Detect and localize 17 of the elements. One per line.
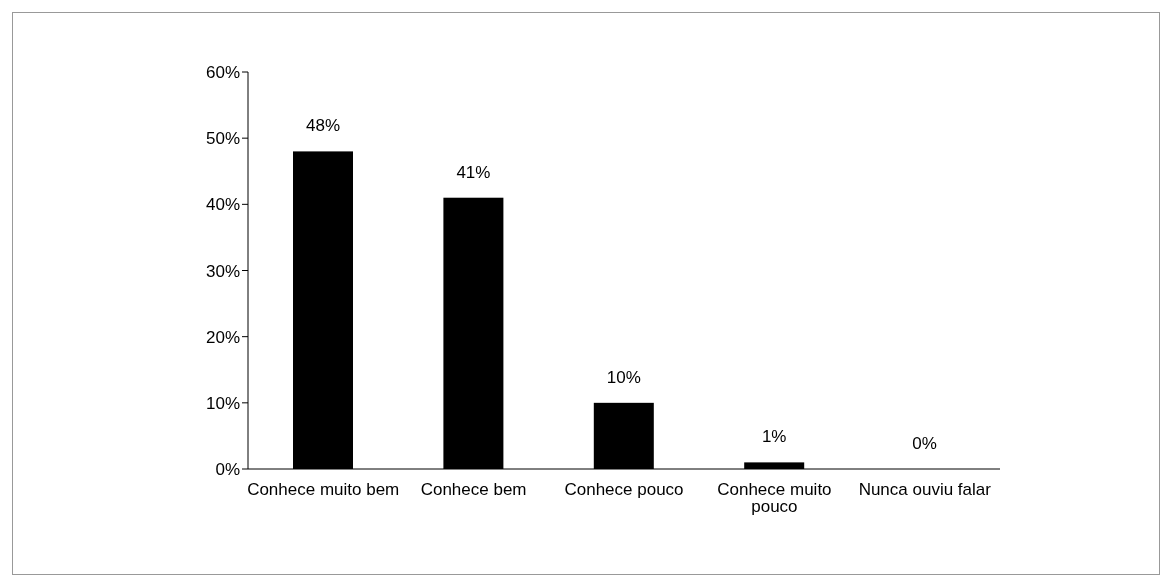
- data-label: 41%: [456, 162, 491, 182]
- y-tick-label: 40%: [205, 195, 240, 215]
- y-tick-label: 50%: [205, 129, 240, 149]
- data-label: 0%: [912, 434, 937, 453]
- y-tick-label: 20%: [205, 327, 240, 347]
- y-tick-label: 0%: [215, 460, 240, 480]
- x-tick-label: Conhece bem: [420, 480, 527, 500]
- y-tick-label: 30%: [205, 261, 240, 281]
- x-tick-label: Conhece muito bem: [247, 480, 400, 500]
- data-label: 1%: [761, 427, 787, 447]
- data-label: 10%: [606, 367, 641, 387]
- y-tick-label: 60%: [205, 63, 240, 83]
- x-tick-label: Nunca ouviu falar: [858, 480, 992, 500]
- x-tick-label: Conhece muito pouco: [717, 480, 832, 517]
- y-tick-label: 10%: [205, 393, 240, 413]
- data-label: 48%: [305, 116, 341, 136]
- x-tick-label: Conhece pouco: [564, 480, 684, 500]
